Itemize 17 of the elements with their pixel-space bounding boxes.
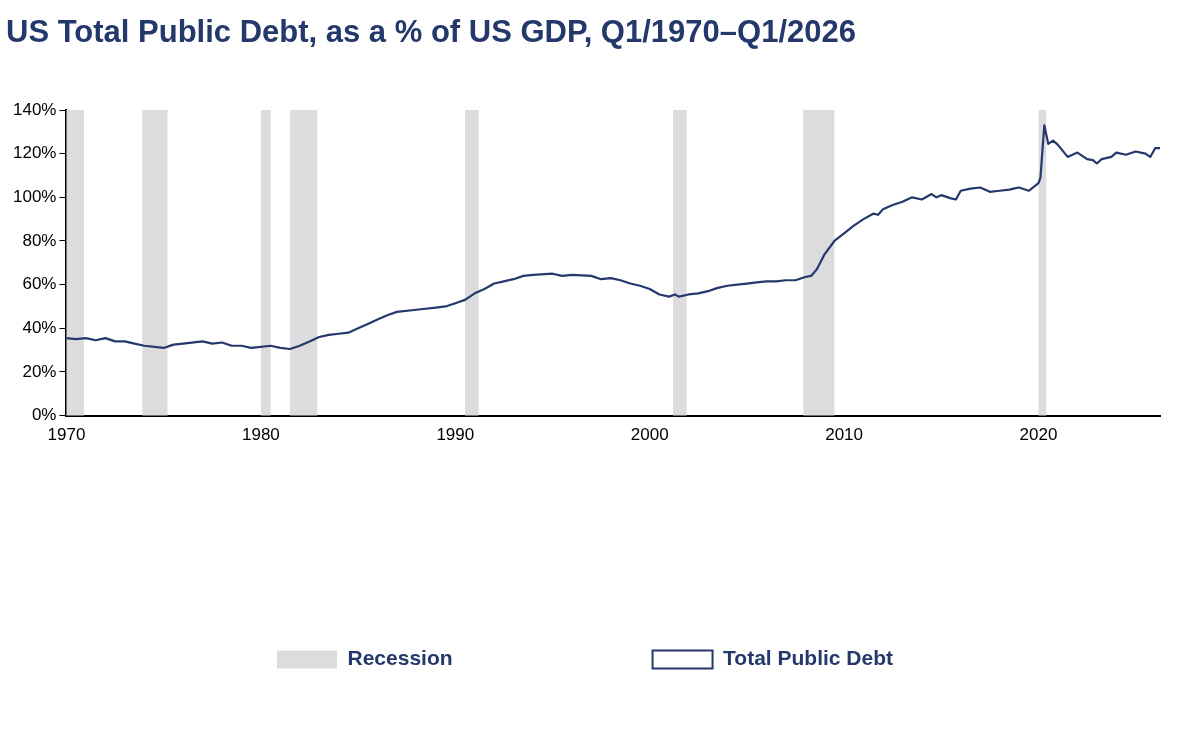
y-tick-label: 0% xyxy=(31,405,57,425)
x-tick-label: 1990 xyxy=(436,425,475,445)
y-tick-label: 120% xyxy=(13,143,57,163)
chart-title: US Total Public Debt, as a % of US GDP, Q1/1970–Q1/2026 xyxy=(6,14,856,50)
x-tick-label: 2000 xyxy=(630,425,669,445)
x-tick-label: 1970 xyxy=(47,425,86,445)
y-tick-label: 40% xyxy=(22,317,57,337)
x-tick-label: 2010 xyxy=(825,425,864,445)
y-tick-label: 100% xyxy=(13,187,57,206)
y-tick-label: 80% xyxy=(22,230,57,250)
y-tick-label: 140% xyxy=(13,99,57,119)
x-tick-label: 1980 xyxy=(241,425,280,445)
y-tick-label: 20% xyxy=(22,361,57,381)
y-tick-label: 60% xyxy=(22,274,57,294)
legend-label: Recession xyxy=(347,646,453,670)
legend-label: Total Public Debt xyxy=(723,646,894,670)
x-tick-label: 2020 xyxy=(1019,425,1058,445)
